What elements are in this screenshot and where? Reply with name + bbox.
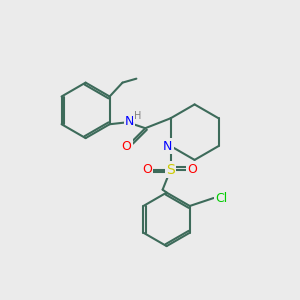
Text: H: H <box>134 111 141 121</box>
Text: S: S <box>166 163 175 177</box>
Text: N: N <box>163 140 172 152</box>
Text: N: N <box>125 115 134 128</box>
Text: Cl: Cl <box>215 192 228 205</box>
Text: O: O <box>142 163 152 176</box>
Text: O: O <box>188 163 197 176</box>
Text: O: O <box>122 140 131 152</box>
